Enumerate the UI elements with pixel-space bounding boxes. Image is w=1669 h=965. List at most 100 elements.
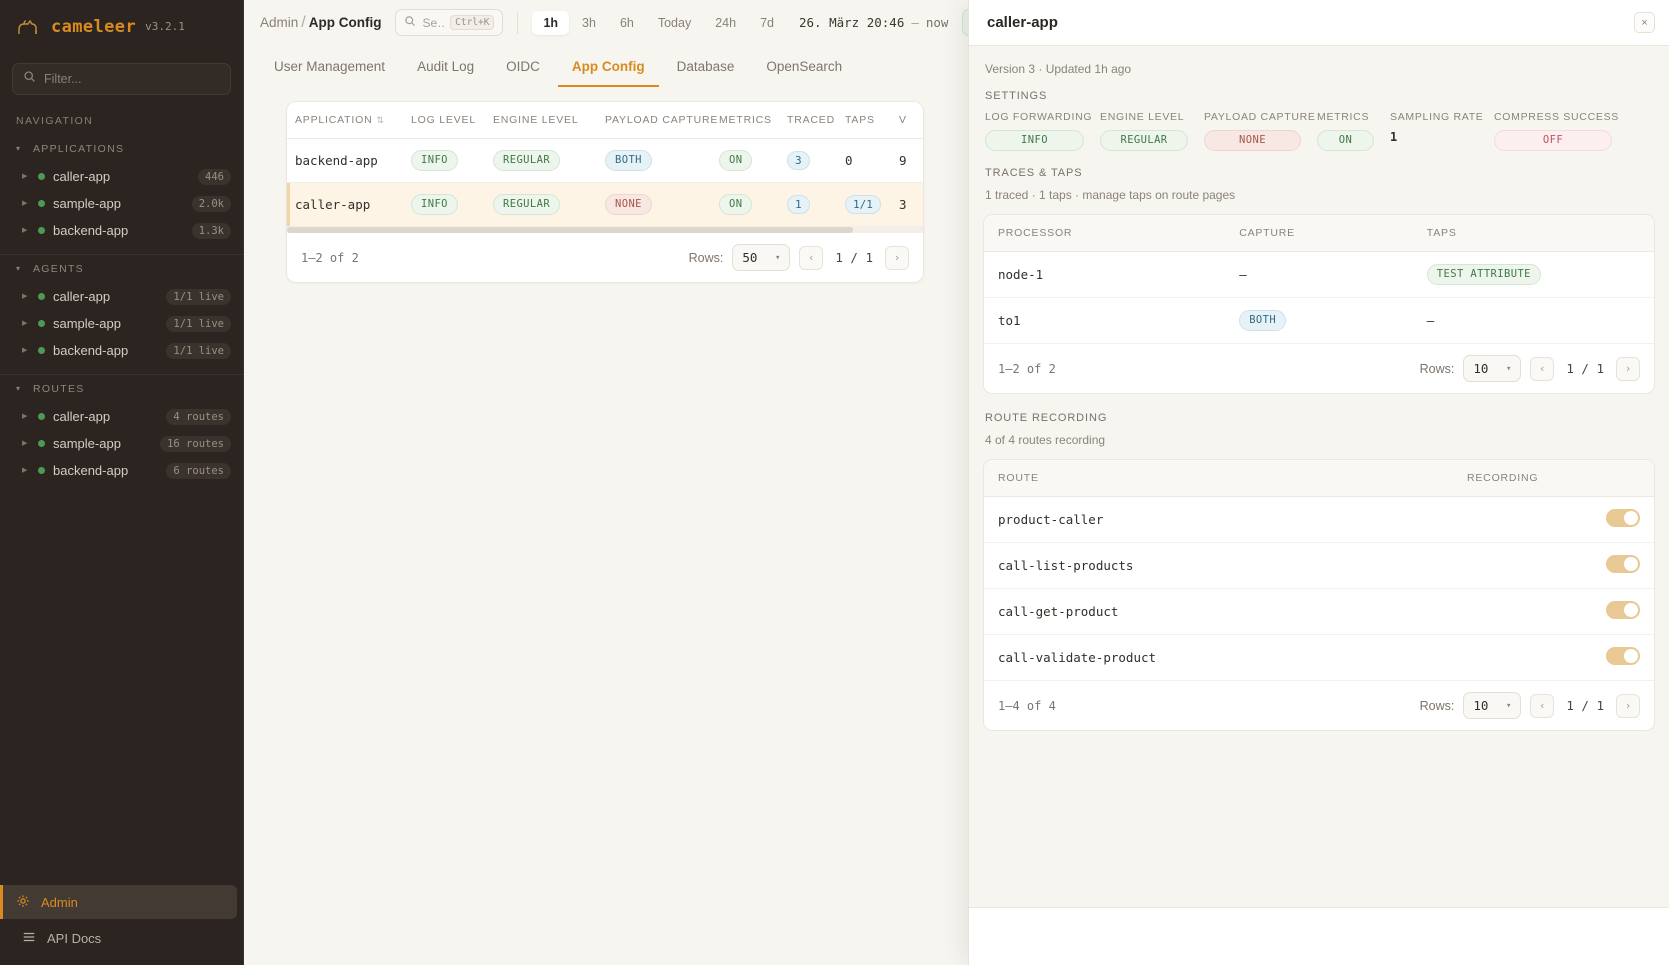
sidebar-item-agents-sample-app[interactable]: ▶ sample-app 1/1 live: [0, 310, 243, 337]
next-page-button[interactable]: ›: [1616, 693, 1640, 718]
range-3h[interactable]: 3h: [582, 15, 596, 30]
pagination: Rows: 10 ▾ ‹ 1 / 1 ›: [1420, 692, 1640, 720]
table-row[interactable]: backend-app INFO REGULAR BOTH ON 3 0 9: [287, 138, 923, 184]
chevron-down-icon: ▾: [1505, 700, 1512, 711]
breadcrumb-root[interactable]: Admin: [260, 15, 299, 30]
status-dot: [38, 440, 45, 447]
cell-recording: [1453, 634, 1654, 682]
tab-user-management[interactable]: User Management: [274, 59, 386, 74]
table-row[interactable]: to1 BOTH —: [984, 297, 1654, 345]
rows-per-page-select[interactable]: 50 ▾: [732, 244, 791, 272]
item-label: backend-app: [53, 343, 129, 358]
sidebar-item-agents-caller-app[interactable]: ▶ caller-app 1/1 live: [0, 283, 243, 310]
traced-count: 1: [787, 195, 810, 215]
table-row[interactable]: node-1 — TEST ATTRIBUTE: [984, 251, 1654, 299]
status-dot: [38, 413, 45, 420]
engine-level-badge: REGULAR: [1100, 130, 1188, 152]
sidebar-item-applications-sample-app[interactable]: ▶ sample-app 2.0k: [0, 190, 243, 217]
col-payload-capture[interactable]: PAYLOAD CAPTURE: [597, 102, 717, 139]
chevron-right-icon: ▶: [22, 440, 28, 447]
sidebar-item-routes-backend-app[interactable]: ▶ backend-app 6 routes: [0, 457, 243, 484]
cell-processor: to1: [984, 297, 1226, 345]
filter-input[interactable]: [44, 72, 220, 86]
col-application[interactable]: APPLICATION ⇅: [287, 102, 403, 139]
next-page-button[interactable]: ›: [885, 245, 909, 270]
rows-per-page-select[interactable]: 10 ▾: [1463, 355, 1522, 383]
status-dot: [38, 200, 45, 207]
recording-toggle[interactable]: [1606, 509, 1640, 528]
setting-label: LOG FORWARDING: [985, 111, 1093, 123]
cell-application: backend-app: [287, 138, 403, 184]
table-header-row: PROCESSOR CAPTURE TAPS: [984, 215, 1654, 253]
setting-label: SAMPLING RATE: [1390, 111, 1484, 123]
range-7d[interactable]: 7d: [760, 15, 774, 30]
col-v[interactable]: V: [891, 102, 923, 139]
time-range-display[interactable]: 26. März 20:46 — now: [799, 15, 948, 30]
table-row[interactable]: call-get-product: [984, 588, 1654, 636]
rows-per-page-select[interactable]: 10 ▾: [1463, 692, 1522, 720]
recording-toggle[interactable]: [1606, 601, 1640, 620]
horizontal-scrollbar[interactable]: [287, 227, 923, 234]
chevron-right-icon: ▶: [22, 413, 28, 420]
drawer-body: Version 3 · Updated 1h ago SETTINGS LOG …: [969, 46, 1669, 907]
tab-opensearch[interactable]: OpenSearch: [766, 59, 843, 74]
table-row[interactable]: product-caller: [984, 496, 1654, 544]
range-24h[interactable]: 24h: [715, 15, 737, 30]
col-metrics[interactable]: METRICS: [711, 102, 779, 139]
tab-app-config[interactable]: App Config: [557, 50, 659, 87]
chevron-right-icon: ▶: [22, 227, 28, 234]
log-forwarding-badge: INFO: [985, 130, 1084, 152]
sidebar-item-routes-sample-app[interactable]: ▶ sample-app 16 routes: [0, 430, 243, 457]
col-taps[interactable]: TAPS: [837, 102, 891, 139]
item-label: caller-app: [53, 169, 111, 184]
item-badge: 16 routes: [160, 435, 231, 452]
brand[interactable]: cameleer v3.2.1: [0, 0, 243, 53]
recording-toggle[interactable]: [1606, 555, 1640, 574]
tab-oidc[interactable]: OIDC: [506, 59, 540, 74]
sidebar-item-admin[interactable]: Admin: [0, 885, 237, 919]
range-1h[interactable]: 1h: [532, 10, 570, 35]
table-row[interactable]: caller-app INFO REGULAR NONE ON 1 1/1 3: [287, 182, 923, 228]
chevron-down-icon: ▾: [16, 384, 22, 393]
settings-section-label: SETTINGS: [985, 90, 1048, 102]
sidebar-item-api-docs[interactable]: API Docs: [6, 921, 237, 955]
rows-value: 10: [1473, 698, 1489, 714]
cell-taps: 1/1: [837, 182, 891, 228]
close-icon[interactable]: ×: [1634, 12, 1655, 33]
nav-group-label: ROUTES: [33, 383, 85, 395]
app-config-table: APPLICATION ⇅ LOG LEVEL ENGINE LEVEL PAYL…: [287, 102, 923, 228]
tab-database[interactable]: Database: [676, 59, 735, 74]
sidebar-item-applications-caller-app[interactable]: ▶ caller-app 446: [0, 163, 243, 190]
table-row[interactable]: call-list-products: [984, 542, 1654, 590]
search-box[interactable]: Se… Ctrl+K: [395, 9, 504, 36]
col-traced[interactable]: TRACED: [779, 102, 837, 139]
recording-toggle[interactable]: [1606, 647, 1640, 666]
drawer-title: caller-app: [987, 14, 1058, 31]
chevron-down-icon: ▾: [774, 252, 781, 263]
prev-page-button[interactable]: ‹: [799, 245, 824, 270]
sidebar-item-routes-caller-app[interactable]: ▶ caller-app 4 routes: [0, 403, 243, 430]
nav-group-routes[interactable]: ▾ ROUTES: [0, 377, 243, 403]
sidebar-item-agents-backend-app[interactable]: ▶ backend-app 1/1 live: [0, 337, 243, 364]
nav-group-applications[interactable]: ▾ APPLICATIONS: [0, 137, 243, 163]
cell-metrics: ON: [711, 182, 779, 228]
sidebar-item-applications-backend-app[interactable]: ▶ backend-app 1.3k: [0, 217, 243, 244]
col-recording: RECORDING: [1453, 460, 1654, 498]
prev-page-button[interactable]: ‹: [1530, 693, 1555, 718]
col-log-level[interactable]: LOG LEVEL: [403, 102, 485, 139]
prev-page-button[interactable]: ‹: [1530, 356, 1555, 381]
chevron-right-icon: ▶: [22, 320, 28, 327]
next-page-button[interactable]: ›: [1616, 356, 1640, 381]
range-today[interactable]: Today: [657, 15, 692, 30]
table-row[interactable]: call-validate-product: [984, 634, 1654, 682]
col-engine-level[interactable]: ENGINE LEVEL: [485, 102, 597, 139]
cell-v: 3: [891, 182, 923, 228]
capture-badge: BOTH: [1239, 310, 1287, 332]
cell-route: call-get-product: [984, 588, 1453, 636]
tab-audit-log[interactable]: Audit Log: [417, 59, 475, 74]
cell-recording: [1453, 588, 1654, 636]
cell-payload-capture: BOTH: [597, 138, 711, 184]
range-6h[interactable]: 6h: [619, 15, 634, 30]
filter-box[interactable]: [12, 63, 231, 95]
nav-group-agents[interactable]: ▾ AGENTS: [0, 257, 243, 283]
